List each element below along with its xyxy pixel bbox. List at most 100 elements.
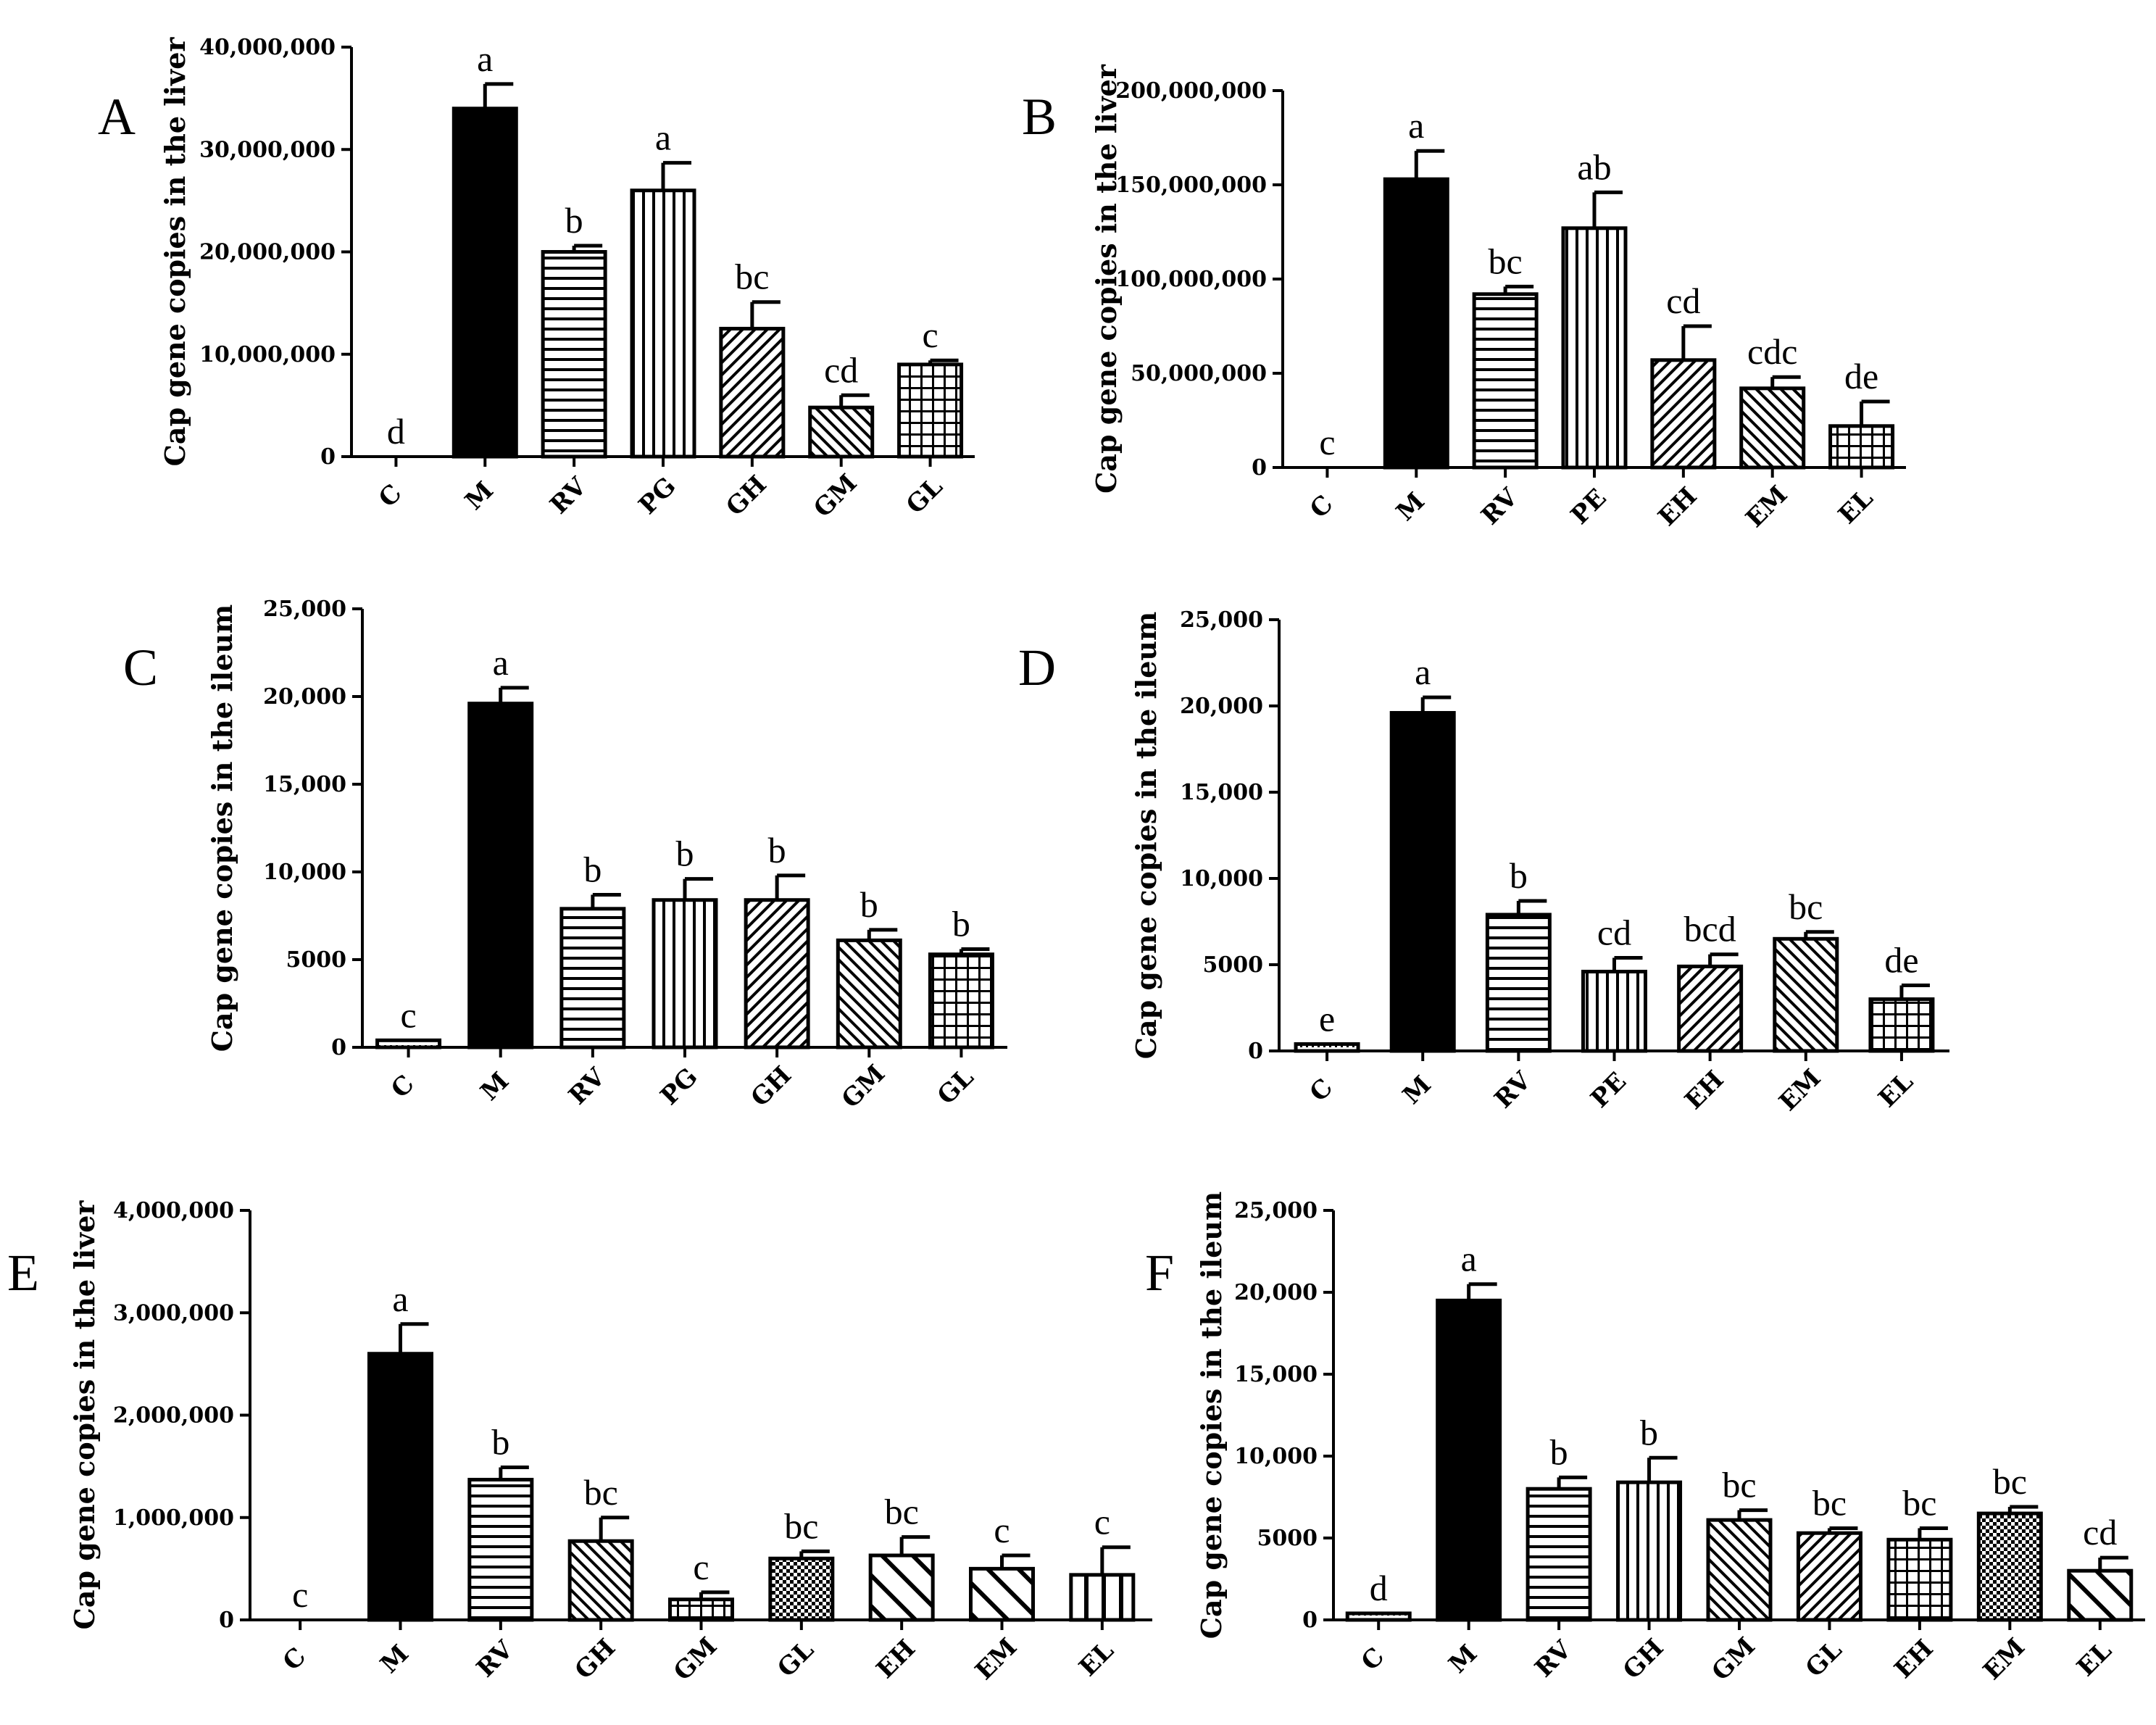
x-tick-label: C xyxy=(278,1642,312,1676)
bar xyxy=(1616,1480,1683,1622)
significance-letter: cd xyxy=(1666,280,1700,321)
x-tick-label: GM xyxy=(668,1632,723,1687)
significance-letter: a xyxy=(392,1279,408,1319)
significance-letter: b xyxy=(952,903,970,944)
bar xyxy=(1650,358,1717,470)
x-tick-label: GM xyxy=(836,1060,891,1114)
bar xyxy=(808,405,875,459)
significance-letter: c xyxy=(693,1547,709,1587)
bar xyxy=(1294,1042,1360,1053)
bar xyxy=(652,898,718,1049)
bar xyxy=(559,907,626,1049)
x-tick-label: EH xyxy=(1652,482,1702,532)
y-tick-label: 40,000,000 xyxy=(199,35,336,60)
significance-letter: bcd xyxy=(1684,909,1736,949)
y-tick-label: 3,000,000 xyxy=(113,1300,234,1326)
significance-letter: bc xyxy=(1812,1482,1847,1523)
significance-letter: b xyxy=(1550,1431,1568,1472)
y-tick-label: 15,000 xyxy=(263,772,346,797)
x-tick-label: GH xyxy=(746,1060,798,1113)
panel-e: E 0 1,000,000 2,000,000 3,000,000 4,000,000 Ca… xyxy=(7,1198,1152,1687)
significance-letter: ab xyxy=(1577,146,1611,187)
significance-letter: a xyxy=(1415,652,1431,692)
panel-label: D xyxy=(1018,639,1056,697)
x-tick-label: PE xyxy=(1565,483,1612,531)
bar xyxy=(1739,386,1806,470)
y-tick-label: 0 xyxy=(1302,1608,1318,1633)
y-tick-label: 1,000,000 xyxy=(113,1505,234,1531)
bar xyxy=(1485,913,1552,1053)
x-tick-label: EH xyxy=(871,1634,921,1684)
y-tick-label: 0 xyxy=(331,1035,346,1060)
panel-label: A xyxy=(98,88,136,146)
x-tick-label: EL xyxy=(1073,1636,1120,1682)
significance-letter: bc xyxy=(584,1472,618,1513)
y-tick-label: 20,000,000 xyxy=(199,240,336,265)
x-tick-label: C xyxy=(1304,490,1339,524)
significance-letter: bc xyxy=(885,1492,919,1532)
significance-letter: d xyxy=(1370,1568,1388,1608)
y-axis-label: Cap gene copies in the ileum xyxy=(206,604,238,1052)
significance-letter: cd xyxy=(2083,1512,2117,1552)
x-tick-label: M xyxy=(459,476,499,516)
significance-letter: cdc xyxy=(1747,331,1797,372)
x-tick-label: M xyxy=(475,1067,515,1107)
panel-b: B 0 50,000,000 100,000,000 150,000,000 200,00… xyxy=(1022,64,1906,533)
y-tick-label: 15,000 xyxy=(1234,1362,1318,1387)
panel-a: A 0 10,000,000 20,000,000 30,000,000 40,000,0… xyxy=(98,35,975,523)
bar xyxy=(768,1556,835,1622)
x-tick-label: PE xyxy=(1585,1067,1632,1114)
y-tick-label: 4,000,000 xyxy=(113,1198,234,1223)
significance-letter: b xyxy=(860,884,878,925)
x-tick-label: EM xyxy=(1740,481,1793,533)
significance-letter: b xyxy=(565,200,583,241)
bar xyxy=(1436,1298,1502,1622)
bar xyxy=(928,952,994,1049)
y-tick-label: 0 xyxy=(1248,1039,1263,1064)
x-tick-label: RV xyxy=(1489,1066,1537,1114)
y-tick-label: 10,000 xyxy=(263,860,346,885)
bar xyxy=(1773,936,1839,1053)
significance-letter: a xyxy=(1461,1239,1477,1279)
x-tick-label: C xyxy=(1356,1642,1390,1676)
x-tick-label: GL xyxy=(901,472,949,520)
x-tick-label: M xyxy=(375,1639,415,1679)
significance-letter: bc xyxy=(1789,886,1823,927)
bar xyxy=(744,898,810,1049)
x-tick-label: EL xyxy=(1873,1067,1919,1113)
significance-letter: c xyxy=(1319,422,1335,462)
significance-letter: c xyxy=(292,1574,308,1615)
y-tick-label: 5000 xyxy=(286,947,347,973)
y-tick-label: 100,000,000 xyxy=(1115,267,1267,292)
significance-letter: a xyxy=(477,38,493,79)
y-tick-label: 150,000,000 xyxy=(1115,172,1267,198)
x-tick-label: GL xyxy=(772,1635,820,1683)
panel-c: C 0 5000 10,000 15,000 20,000 25,000 Cap gene c… xyxy=(123,597,1007,1114)
bar xyxy=(1581,970,1647,1053)
x-tick-label: GL xyxy=(1800,1635,1848,1683)
panel-d: D 0 5000 10,000 15,000 20,000 25,000 Cap gene c… xyxy=(1018,607,1949,1117)
bar xyxy=(1069,1573,1136,1622)
significance-letter: c xyxy=(922,315,938,355)
y-axis-label: Cap gene copies in the liver xyxy=(1090,64,1123,494)
x-tick-label: GM xyxy=(1707,1632,1761,1687)
y-tick-label: 0 xyxy=(219,1608,234,1633)
bar xyxy=(1389,711,1456,1053)
x-tick-label: EL xyxy=(1833,483,1879,530)
y-tick-label: 30,000,000 xyxy=(199,137,336,162)
significance-letter: cd xyxy=(824,349,858,390)
panel-label: E xyxy=(7,1244,39,1302)
y-tick-label: 25,000 xyxy=(263,597,346,622)
y-tick-label: 25,000 xyxy=(1180,607,1263,633)
x-tick-label: RV xyxy=(563,1063,611,1110)
bar xyxy=(1828,424,1895,470)
x-tick-label: EH xyxy=(1679,1065,1729,1115)
bar xyxy=(467,1477,534,1622)
significance-letter: c xyxy=(994,1510,1010,1550)
panel-label: B xyxy=(1022,88,1057,146)
y-tick-label: 0 xyxy=(320,444,336,470)
bar xyxy=(375,1038,442,1049)
significance-letter: b xyxy=(768,830,786,870)
panel-label: C xyxy=(123,639,158,697)
